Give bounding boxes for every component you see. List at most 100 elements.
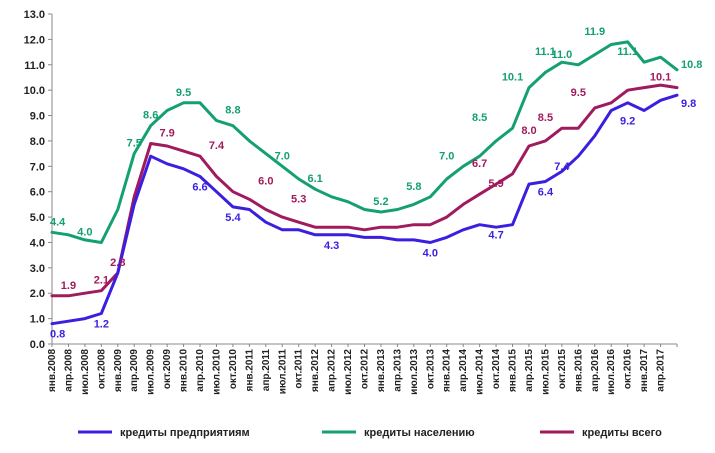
data-label: 9.2 (620, 115, 635, 127)
y-tick-label: 13.0 (24, 9, 45, 21)
y-axis: 0.0 1.0 2.0 3.0 4.0 5.0 6.0 7.0 8.0 9.0 10.0 11.0 12… (24, 9, 53, 351)
data-label: 5.9 (488, 178, 503, 190)
legend-label: кредиты населению (364, 427, 475, 439)
data-label: 1.9 (61, 280, 76, 292)
x-tick-label: апр.2013 (392, 349, 403, 392)
x-tick-label: апр.2015 (524, 349, 535, 392)
x-tick-label: окт.2012 (360, 349, 371, 390)
data-label: 0.8 (50, 329, 65, 341)
series-line-3 (50, 83, 679, 298)
data-label: 4.0 (423, 247, 438, 259)
data-label: 5.2 (373, 196, 388, 208)
x-tick-label: янв.2008 (47, 349, 58, 392)
data-label: 6.4 (538, 187, 554, 199)
legend-label: кредиты всего (582, 427, 662, 439)
data-label: 5.8 (406, 181, 421, 193)
x-tick-label: окт.2009 (162, 349, 173, 390)
data-label: 11.9 (584, 26, 605, 38)
x-tick-label: янв.2016 (573, 349, 584, 392)
x-tick-label: янв.2015 (508, 349, 519, 392)
series-lines (50, 40, 679, 326)
data-label: 8.5 (538, 112, 553, 124)
data-label: 4.0 (77, 226, 92, 238)
x-tick-label: окт.2016 (623, 349, 634, 390)
data-label: 7.4 (554, 161, 570, 173)
data-label: 4.7 (488, 230, 503, 242)
data-label: 10.1 (650, 72, 671, 84)
x-tick-label: июл.2008 (80, 349, 91, 395)
series-line-2 (50, 40, 679, 244)
x-tick-label: янв.2012 (310, 349, 321, 392)
data-label: 6.1 (308, 173, 323, 185)
x-tick-label: апр.2011 (261, 349, 272, 392)
data-label: 8.5 (472, 112, 487, 124)
y-tick-label: 3.0 (30, 263, 45, 275)
data-label: 5.4 (225, 212, 241, 224)
data-label: 9.5 (571, 87, 586, 99)
y-tick-label: 5.0 (30, 212, 45, 224)
data-label: 7.5 (127, 138, 142, 150)
x-tick-label: янв.2014 (442, 349, 453, 392)
y-tick-label: 6.0 (30, 187, 45, 199)
y-tick-label: 0.0 (30, 339, 45, 351)
data-label: 8.8 (225, 105, 240, 117)
x-tick-label: июл.2010 (211, 349, 222, 395)
x-tick-label: янв.2010 (179, 349, 190, 392)
data-label: 9.8 (681, 98, 696, 110)
x-tick-label: июл.2013 (409, 349, 420, 395)
x-tick-label: окт.2011 (294, 349, 305, 389)
y-tick-label: 10.0 (24, 85, 45, 97)
data-label: 2.1 (94, 275, 109, 287)
data-label: 2.8 (110, 257, 125, 269)
x-tick-label: апр.2010 (195, 349, 206, 392)
x-tick-label: апр.2009 (129, 349, 140, 392)
data-label: 11.1 (617, 46, 638, 58)
data-label: 8.0 (521, 125, 536, 137)
y-tick-label: 2.0 (30, 288, 45, 300)
x-tick-label: апр.2008 (63, 349, 74, 392)
x-tick-label: июл.2014 (475, 349, 486, 395)
x-tick-label: янв.2013 (376, 349, 387, 392)
x-tick-label: окт.2014 (491, 349, 502, 390)
data-label: 1.2 (94, 319, 109, 331)
data-label: 11.0 (551, 49, 572, 61)
x-axis: янв.2008 апр.2008 июл.2008 окт.2008 янв.2009… (47, 343, 678, 395)
y-tick-label: 7.0 (30, 161, 45, 173)
data-label: 7.0 (275, 150, 290, 162)
data-label: 4.4 (50, 216, 66, 228)
data-label: 10.8 (681, 59, 702, 71)
x-tick-label: апр.2014 (458, 349, 469, 392)
data-label: 4.3 (324, 240, 339, 252)
data-label: 9.5 (176, 87, 191, 99)
x-tick-label: янв.2017 (639, 349, 650, 392)
data-label: 6.7 (472, 158, 487, 170)
y-tick-label: 4.0 (30, 237, 45, 249)
x-tick-label: июл.2009 (146, 349, 157, 395)
data-labels: 0.8 1.2 6.6 5.4 4.3 4.0 4.7 6.4 7.4 9.2 9.8 4.4 4.0 7… (50, 26, 702, 341)
y-tick-label: 8.0 (30, 136, 45, 148)
x-tick-label: янв.2011 (244, 349, 255, 392)
data-label: 11.1 (535, 46, 556, 58)
x-tick-label: окт.2015 (557, 349, 568, 390)
x-tick-label: апр.2016 (590, 349, 601, 392)
data-label: 7.9 (159, 127, 174, 139)
x-tick-label: июл.2011 (277, 349, 288, 395)
x-tick-label: апр.2017 (656, 349, 667, 392)
y-tick-label: 1.0 (30, 314, 45, 326)
y-tick-label: 12.0 (24, 34, 45, 46)
x-tick-label: янв.2009 (113, 349, 124, 392)
series-line-1 (50, 93, 679, 326)
data-label: 5.3 (291, 193, 306, 205)
x-tick-label: окт.2010 (228, 349, 239, 390)
legend-label: кредиты предприятиям (120, 427, 250, 439)
data-label: 10.1 (502, 72, 523, 84)
x-tick-label: июл.2015 (540, 349, 551, 395)
data-label: 6.0 (258, 176, 273, 188)
x-tick-label: окт.2008 (96, 349, 107, 390)
x-tick-label: апр.2012 (327, 349, 338, 392)
x-tick-label: июл.2016 (606, 349, 617, 395)
data-label: 7.4 (209, 140, 225, 152)
data-label: 6.6 (192, 181, 207, 193)
data-label: 7.0 (439, 150, 454, 162)
